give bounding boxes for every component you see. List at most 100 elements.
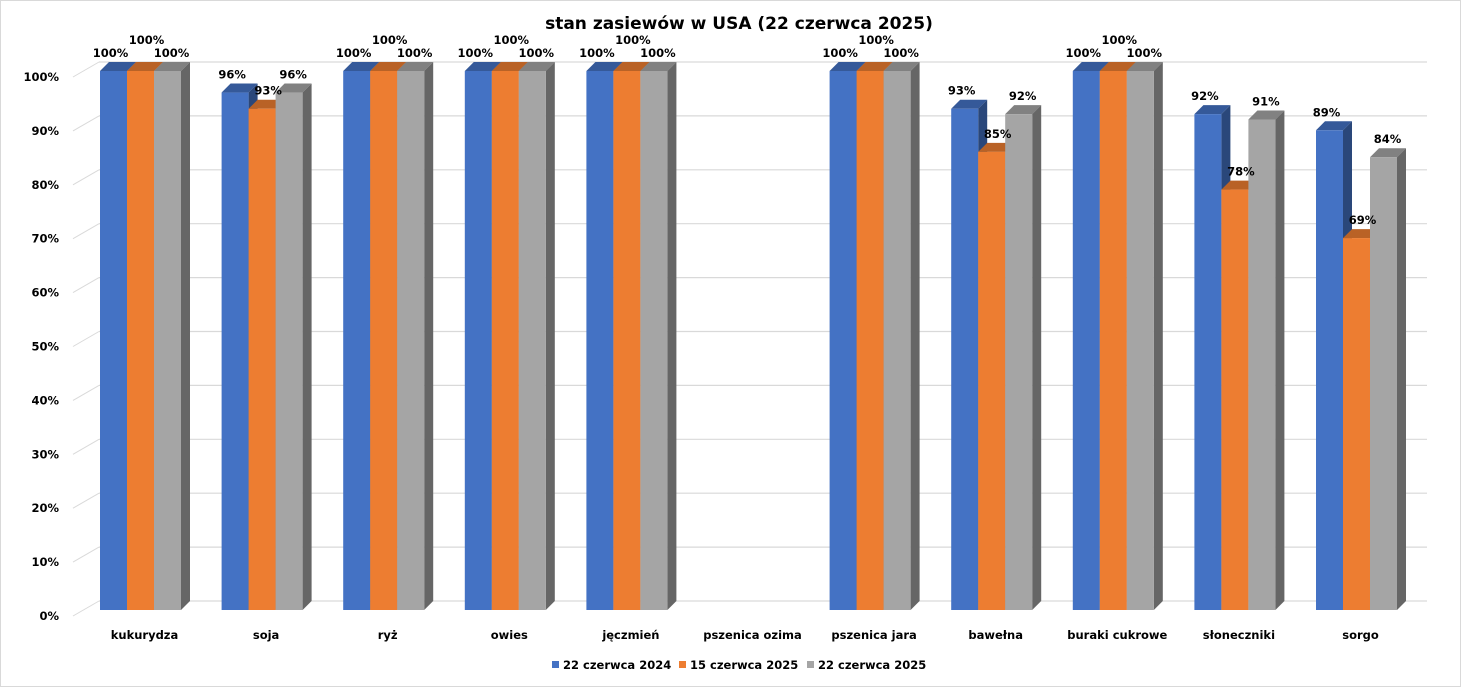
bar-front-face [883,71,911,610]
bar-front-face [464,71,492,610]
bar-3 [397,62,434,610]
bar-top-face [491,62,528,71]
x-category-label: jęczmień [601,628,659,642]
data-label: 100% [519,46,555,60]
bar-front-face [613,71,641,610]
bar-top-face [397,62,434,71]
bar-top-face [1194,105,1231,115]
bar-front-face [1005,114,1033,611]
data-label: 100% [336,46,372,60]
bar-top-face [464,62,501,71]
bar-3 [275,83,312,610]
chart-title: stan zasiewów w USA (22 czerwca 2025) [545,14,933,34]
legend-item: 22 czerwca 2025 [807,658,926,672]
legend-swatch [552,661,559,668]
data-label: 100% [640,46,676,60]
bar-top-face [1072,62,1109,71]
y-tick-label: 40% [31,393,59,407]
gridline-depth [72,61,100,78]
bar-front-face [1126,71,1154,610]
data-labels: 100%100%100%96%93%96%100%100%100% 100%100… [93,33,1402,227]
y-tick-label: 20% [31,501,59,515]
bar-3 [883,62,920,610]
legend-swatch [679,661,686,668]
legend-label: 22 czerwca 2025 [818,658,926,672]
data-label: 100% [93,46,129,60]
bar-side-face [181,62,190,610]
gridline-depth [72,492,100,509]
data-label: 84% [1374,132,1402,146]
bar-front-face [370,71,398,610]
data-label: 91% [1252,95,1280,109]
bar-side-face [424,62,434,610]
x-category-label: pszenica jara [831,628,916,642]
bars [100,62,1406,611]
gridline-depth [72,115,100,132]
y-tick-label: 60% [31,286,59,300]
data-label: 100% [822,46,858,60]
bar-front-face [491,71,519,610]
bar-front-face [127,71,154,610]
bar-side-face [910,62,920,610]
bar-front-face [1194,114,1222,611]
bar-top-face [586,62,623,71]
bar-top-face [370,62,407,71]
data-label: 100% [1127,46,1163,60]
bar-3 [518,62,555,610]
x-axis-categories: kukurydza soja ryż owies jęczmień pszenica oz… [111,628,1379,642]
legend-item: 15 czerwca 2025 [679,658,798,672]
x-category-label: słoneczniki [1203,628,1275,642]
bar-front-face [1316,130,1343,611]
bar-3 [1005,105,1042,611]
data-label: 93% [254,84,282,98]
data-label: 100% [372,33,408,47]
gridline-depth [72,331,100,347]
bar-3 [1248,110,1285,610]
bar-top-face [613,62,650,71]
bar-front-face [856,71,884,610]
bar-top-face [518,62,555,71]
y-tick-label: 90% [31,124,59,138]
x-category-label: bawełna [968,628,1023,642]
data-label: 100% [1066,46,1102,60]
bar-front-face [1221,189,1249,610]
legend-item: 22 czerwca 2024 [552,658,671,672]
gridline-depth [72,277,100,294]
bar-front-face [221,92,249,610]
bar-side-face [1397,148,1406,611]
y-tick-label: 30% [31,447,59,461]
bar-top-face [221,83,258,93]
bar-top-face [100,62,136,71]
data-label: 100% [154,46,190,60]
gridline-depth [72,546,100,563]
y-tick-label: 50% [31,340,59,354]
x-category-label: owies [491,628,528,642]
data-label: 100% [579,46,615,60]
data-label: 89% [1313,105,1341,119]
bar-top-face [1316,121,1352,131]
bar-front-face [1248,119,1276,610]
bar-front-face [397,71,425,610]
bar-front-face [518,71,546,610]
x-category-label: buraki cukrowe [1067,628,1167,642]
y-tick-label: 100% [23,70,59,84]
data-label: 100% [883,46,919,60]
legend: 22 czerwca 2024 15 czerwca 2025 22 czerwca… [552,658,926,672]
legend-swatch [807,661,814,668]
bar-side-face [1153,62,1163,610]
bar-3 [154,62,190,610]
y-tick-label: 10% [31,555,59,569]
bar-top-face [154,62,190,71]
bar-front-face [154,71,181,610]
legend-label: 22 czerwca 2024 [563,658,671,672]
bar-side-face [1032,105,1042,611]
gridline-depth [72,438,100,455]
data-label: 85% [984,127,1012,141]
data-label: 69% [1349,213,1377,227]
x-category-label: soja [253,628,279,642]
bar-front-face [100,71,127,610]
bar-front-face [829,71,857,610]
bar-front-face [951,108,979,610]
